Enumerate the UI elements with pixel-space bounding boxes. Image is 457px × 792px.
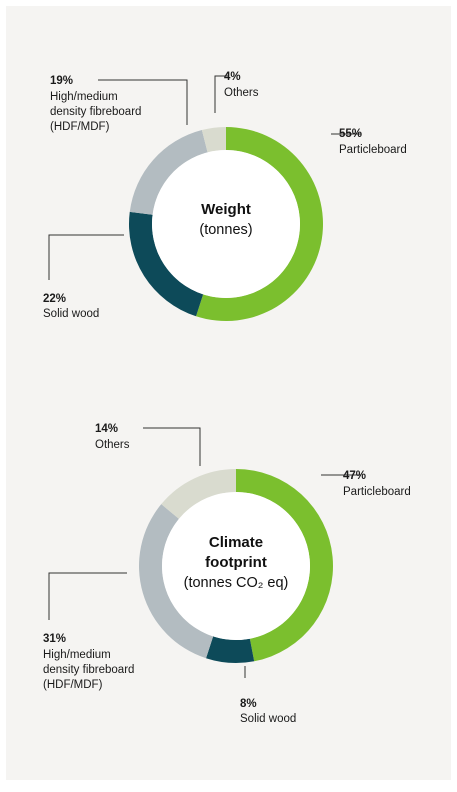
weight-hdf-label-line2: density fibreboard [50,106,141,118]
weight-donut-hole [152,150,300,298]
climate-hdf-leader [48,572,127,620]
weight-slice-hdf-mdf [129,130,208,215]
climate-solidwood-label: Solid wood [240,713,296,725]
climate-center-subtitle: (tonnes CO₂ eq) [184,575,289,591]
climate-donut-hole [162,492,310,640]
weight-center-subtitle: (tonnes) [199,222,252,238]
climate-solidwood-pct: 8% [240,698,257,710]
infographic-panel: Weight (tonnes) 55% Particleboard 22% So… [6,6,451,780]
climate-others-leader [143,427,201,466]
weight-solidwood-label: Solid wood [43,308,99,320]
climate-slice-hdf-mdf [138,504,214,659]
weight-slice-solid-wood [129,211,204,317]
weight-others-leader [214,75,228,113]
weight-others-label: Others [224,87,259,99]
climate-slice-others [161,469,236,519]
weight-hdf-label-line1: High/medium [50,91,118,103]
climate-center-title-line2: footprint [205,554,267,571]
climate-slice-particleboard [236,469,333,662]
weight-donut-slices [129,127,324,322]
climate-hdf-label-line1: High/medium [43,649,111,661]
donut-charts: Weight (tonnes) 55% Particleboard 22% So… [43,71,411,725]
climate-particleboard-label: Particleboard [343,486,411,498]
weight-hdf-label-line3: (HDF/MDF) [50,121,110,133]
weight-particleboard-label: Particleboard [339,144,407,156]
weight-others-pct: 4% [224,71,241,83]
climate-hdf-pct: 31% [43,633,66,645]
weight-solidwood-pct: 22% [43,293,66,305]
climate-hdf-label-line2: density fibreboard [43,664,134,676]
weight-center-title: Weight [201,201,251,218]
weight-slice-particleboard [196,127,324,322]
climate-center-title-line1: Climate [209,534,263,551]
climate-slice-solid-wood [206,636,255,663]
weight-hdf-pct: 19% [50,75,73,87]
climate-hdf-label-line3: (HDF/MDF) [43,679,103,691]
climate-donut-chart: Climate footprint (tonnes CO₂ eq) 47% Pa… [43,423,411,725]
weight-donut-chart: Weight (tonnes) 55% Particleboard 22% So… [43,71,407,322]
climate-particleboard-pct: 47% [343,470,366,482]
climate-others-pct: 14% [95,423,118,435]
climate-donut-slices [138,469,333,663]
weight-slice-others [201,127,226,153]
climate-others-label: Others [95,439,130,451]
weight-particleboard-pct: 55% [339,128,362,140]
weight-solidwood-leader [48,234,124,280]
weight-hdf-leader [98,79,188,125]
